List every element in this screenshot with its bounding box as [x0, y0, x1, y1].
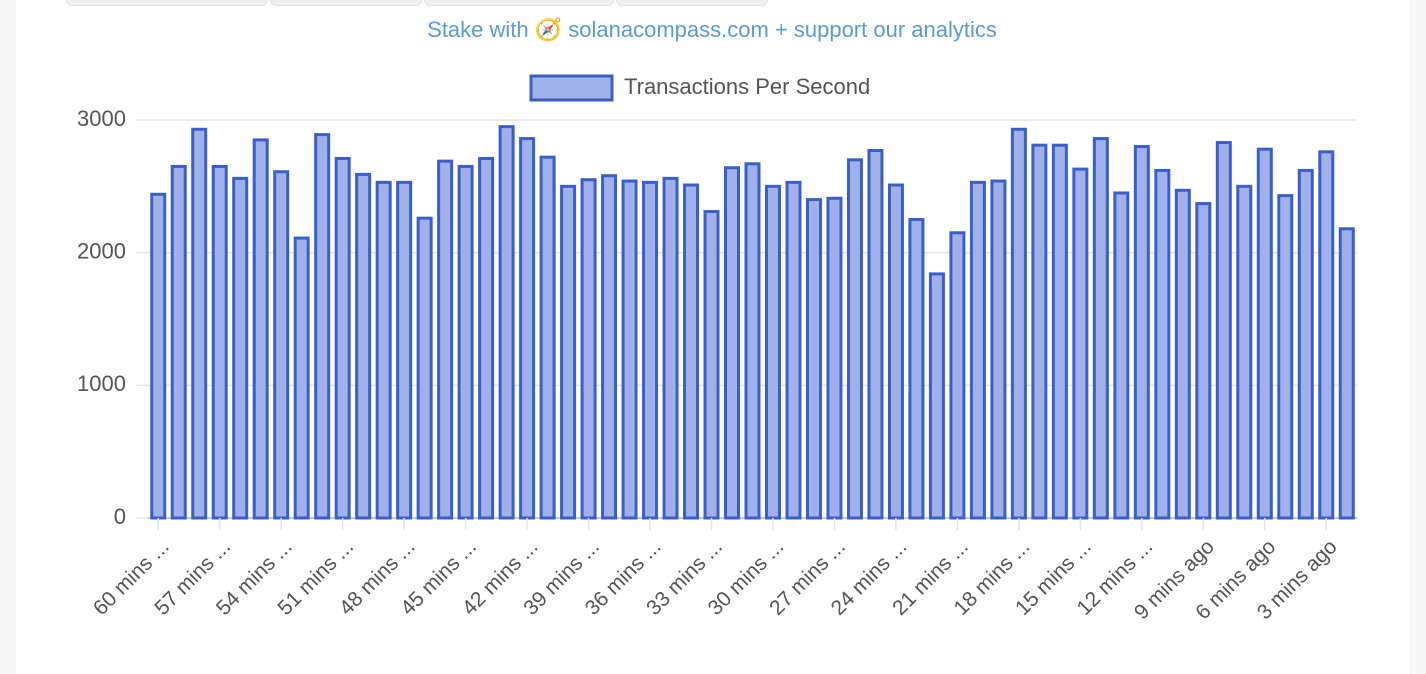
bar: [703, 210, 720, 520]
bar: [764, 184, 781, 520]
bar: [355, 172, 372, 520]
bar: [1133, 145, 1150, 520]
bar: [867, 149, 884, 520]
bar: [744, 162, 761, 520]
bar: [1051, 143, 1068, 520]
bar: [150, 192, 167, 520]
bar: [1297, 168, 1314, 520]
bar: [601, 174, 618, 520]
bar: [1318, 150, 1335, 520]
legend-swatch: [529, 74, 614, 102]
bar: [1154, 168, 1171, 520]
bar: [396, 180, 413, 520]
bar: [1256, 147, 1273, 520]
bar: [519, 137, 536, 520]
bar: [191, 127, 208, 520]
bar: [1338, 227, 1355, 520]
bar: [1195, 202, 1212, 520]
bar: [211, 164, 228, 520]
bar: [1236, 184, 1253, 520]
bar: [560, 184, 577, 520]
bar: [1174, 188, 1191, 520]
bar: [621, 179, 638, 520]
bar: [785, 180, 802, 520]
bar: [908, 218, 925, 520]
legend-label: Transactions Per Second: [624, 74, 870, 99]
bar: [826, 196, 843, 520]
bar: [846, 158, 863, 520]
y-tick-label: 2000: [77, 238, 126, 263]
bar: [293, 236, 310, 520]
bar: [437, 159, 454, 520]
bar: [1113, 191, 1130, 520]
bar: [724, 166, 741, 520]
bar: [314, 133, 331, 520]
bar: [1031, 143, 1048, 520]
bar: [580, 178, 597, 520]
bar: [273, 170, 290, 520]
bar: [949, 231, 966, 520]
bar: [170, 164, 187, 520]
bar: [1215, 141, 1232, 520]
bar: [252, 138, 269, 520]
bar: [1010, 127, 1027, 520]
bar: [683, 183, 700, 520]
bar: [805, 198, 822, 520]
bar: [457, 164, 474, 520]
bar: [1277, 194, 1294, 520]
stake-link[interactable]: Stake with 🧭 solanacompass.com + support…: [427, 17, 997, 42]
bar: [1072, 167, 1089, 520]
y-tick-label: 0: [114, 504, 126, 529]
bar: [478, 156, 495, 520]
bar: [928, 272, 945, 520]
bar: [539, 155, 556, 520]
y-tick-label: 1000: [77, 371, 126, 396]
y-tick-label: 3000: [77, 106, 126, 131]
bar: [642, 180, 659, 520]
bar: [969, 180, 986, 520]
bar: [416, 216, 433, 520]
bar: [990, 179, 1007, 520]
bar: [662, 176, 679, 520]
bar: [375, 180, 392, 520]
bar: [1092, 137, 1109, 520]
bar: [334, 156, 351, 520]
bar: [498, 125, 515, 520]
bar: [887, 183, 904, 520]
bar: [232, 176, 249, 520]
